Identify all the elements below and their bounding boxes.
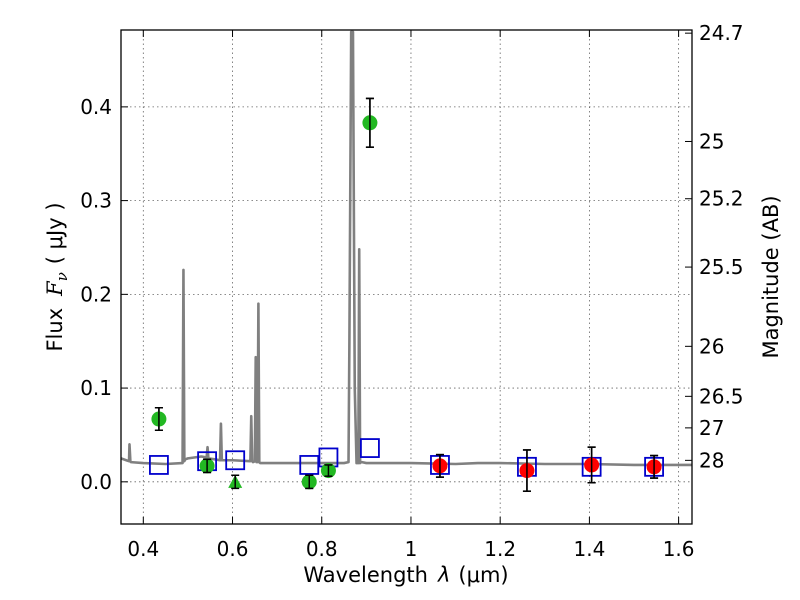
y-tick-label: 0.3 <box>80 189 112 213</box>
right-tick-label: 26.5 <box>699 384 744 408</box>
plot-background <box>121 30 692 524</box>
x-tick-label: 0.4 <box>127 537 159 561</box>
right-tick-label: 25.5 <box>699 255 744 279</box>
y-axis-label: FluxFν( μJy ) <box>43 202 71 351</box>
y-tick-label: 0.4 <box>80 95 112 119</box>
x-tick-label: 1.6 <box>663 537 695 561</box>
x-tick-label: 1.4 <box>573 537 605 561</box>
axis-ticks: 0.4 0.6 0.8 1 1.2 1.4 1.6 0.0 0.1 0.2 0.3 0.4 24.7 25… <box>80 21 743 561</box>
right-tick-label: 28 <box>699 448 724 472</box>
model-photometry-square <box>225 450 246 471</box>
x-tick-label: 1.2 <box>484 537 516 561</box>
data-points <box>149 97 664 492</box>
y-tick-label: 0.2 <box>80 282 112 306</box>
x-tick-label: 0.8 <box>306 537 338 561</box>
model-spectrum-line <box>121 30 692 467</box>
grid-lines <box>121 30 692 524</box>
x-tick-label: 1 <box>405 537 418 561</box>
right-tick-label: 24.7 <box>699 21 744 45</box>
model-spectrum <box>121 30 692 467</box>
model-photometry-square <box>360 438 380 458</box>
right-tick-label: 26 <box>699 334 724 358</box>
model-photometry-square <box>299 455 320 475</box>
model-photometry-square <box>149 455 169 475</box>
right-tick-label: 25.2 <box>699 187 744 211</box>
right-axis-label: Magnitude (AB) <box>759 195 783 358</box>
plot-frame <box>120 29 693 525</box>
right-tick-label: 27 <box>699 416 724 440</box>
y-tick-label: 0.1 <box>80 376 112 400</box>
y-tick-label: 0.0 <box>80 470 112 494</box>
x-tick-label: 0.6 <box>217 537 249 561</box>
right-tick-label: 25 <box>699 129 724 153</box>
x-axis-label: Wavelength λ (μm) <box>303 563 508 587</box>
